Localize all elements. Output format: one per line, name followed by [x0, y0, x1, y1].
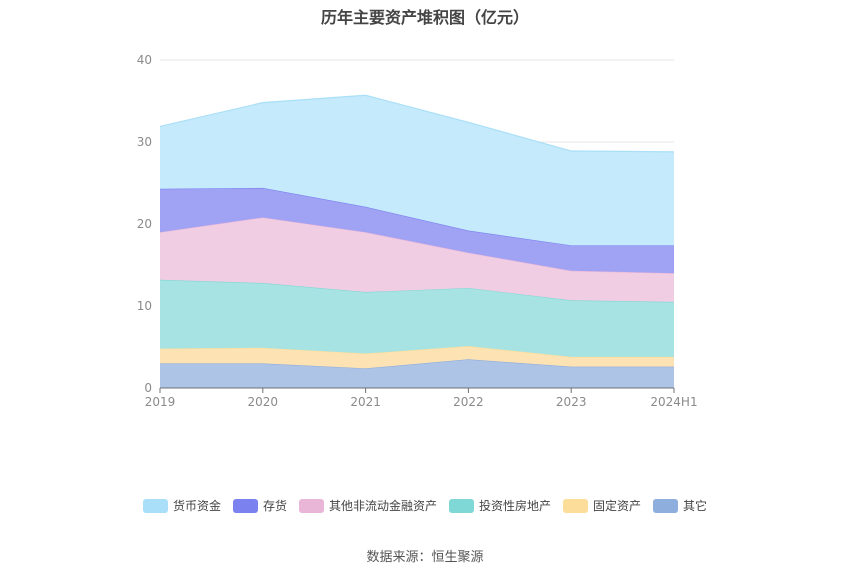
area-series-0	[160, 359, 674, 388]
legend: 货币资金 存货 其他非流动金融资产 投资性房地产 固定资产 其它	[0, 497, 850, 514]
data-source: 数据来源：恒生聚源	[366, 550, 484, 565]
x-tick-labels: 2019 2020 2021 2022 2023 2024H1	[145, 395, 698, 409]
area-series-5	[160, 95, 674, 246]
legend-item-other-noncurrent-financial[interactable]: 其他非流动金融资产	[298, 497, 437, 514]
y-tick-labels: 0 10 20 30 40	[137, 53, 152, 395]
chart-title: 历年主要资产堆积图（亿元）	[320, 8, 529, 27]
x-tick-label: 2019	[145, 395, 176, 409]
area-series-3	[160, 217, 674, 302]
legend-swatch	[142, 498, 168, 513]
legend-swatch	[653, 498, 679, 513]
y-tick-label: 40	[137, 53, 152, 67]
legend-label: 货币资金	[172, 499, 221, 513]
legend-item-fixed-assets[interactable]: 固定资产	[563, 497, 641, 514]
y-tick-label: 30	[137, 135, 152, 149]
x-tick-label: 2022	[453, 395, 484, 409]
legend-item-inventory[interactable]: 存货	[232, 497, 287, 514]
legend-swatch	[232, 498, 258, 513]
legend-item-cash[interactable]: 货币资金	[142, 497, 221, 514]
y-tick-label: 0	[144, 381, 152, 395]
legend-swatch	[298, 498, 324, 513]
legend-label: 固定资产	[593, 499, 642, 513]
area-series-2	[160, 279, 674, 357]
legend-item-investment-property[interactable]: 投资性房地产	[449, 497, 551, 514]
x-tick-label: 2024H1	[650, 395, 697, 409]
x-tick-label: 2021	[350, 395, 381, 409]
legend-item-other[interactable]: 其它	[653, 497, 707, 514]
y-tick-label: 10	[137, 299, 152, 313]
area-series-1	[160, 346, 674, 369]
stacked-area-chart: 0 10 20 30 40 2019 2020 2021 2022 2023 2024H1	[137, 53, 698, 409]
legend-swatch	[449, 498, 474, 513]
x-tick-label: 2023	[556, 395, 587, 409]
legend-label: 投资性房地产	[479, 499, 552, 513]
legend-label: 其它	[683, 499, 708, 513]
legend-swatch	[563, 498, 589, 513]
x-tick-label: 2020	[248, 395, 279, 409]
axes	[159, 387, 675, 393]
legend-label: 其他非流动金融资产	[328, 499, 437, 513]
y-tick-label: 20	[137, 217, 152, 231]
legend-label: 存货	[262, 499, 287, 513]
series-line-5	[159, 94, 675, 153]
area-series-4	[160, 187, 674, 274]
area-series	[159, 94, 675, 388]
